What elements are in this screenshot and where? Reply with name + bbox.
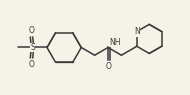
Text: O: O	[29, 59, 35, 68]
Text: NH: NH	[109, 38, 120, 47]
Text: S: S	[30, 43, 35, 52]
Text: N: N	[134, 27, 140, 36]
Text: O: O	[29, 27, 35, 36]
Text: O: O	[106, 62, 112, 71]
